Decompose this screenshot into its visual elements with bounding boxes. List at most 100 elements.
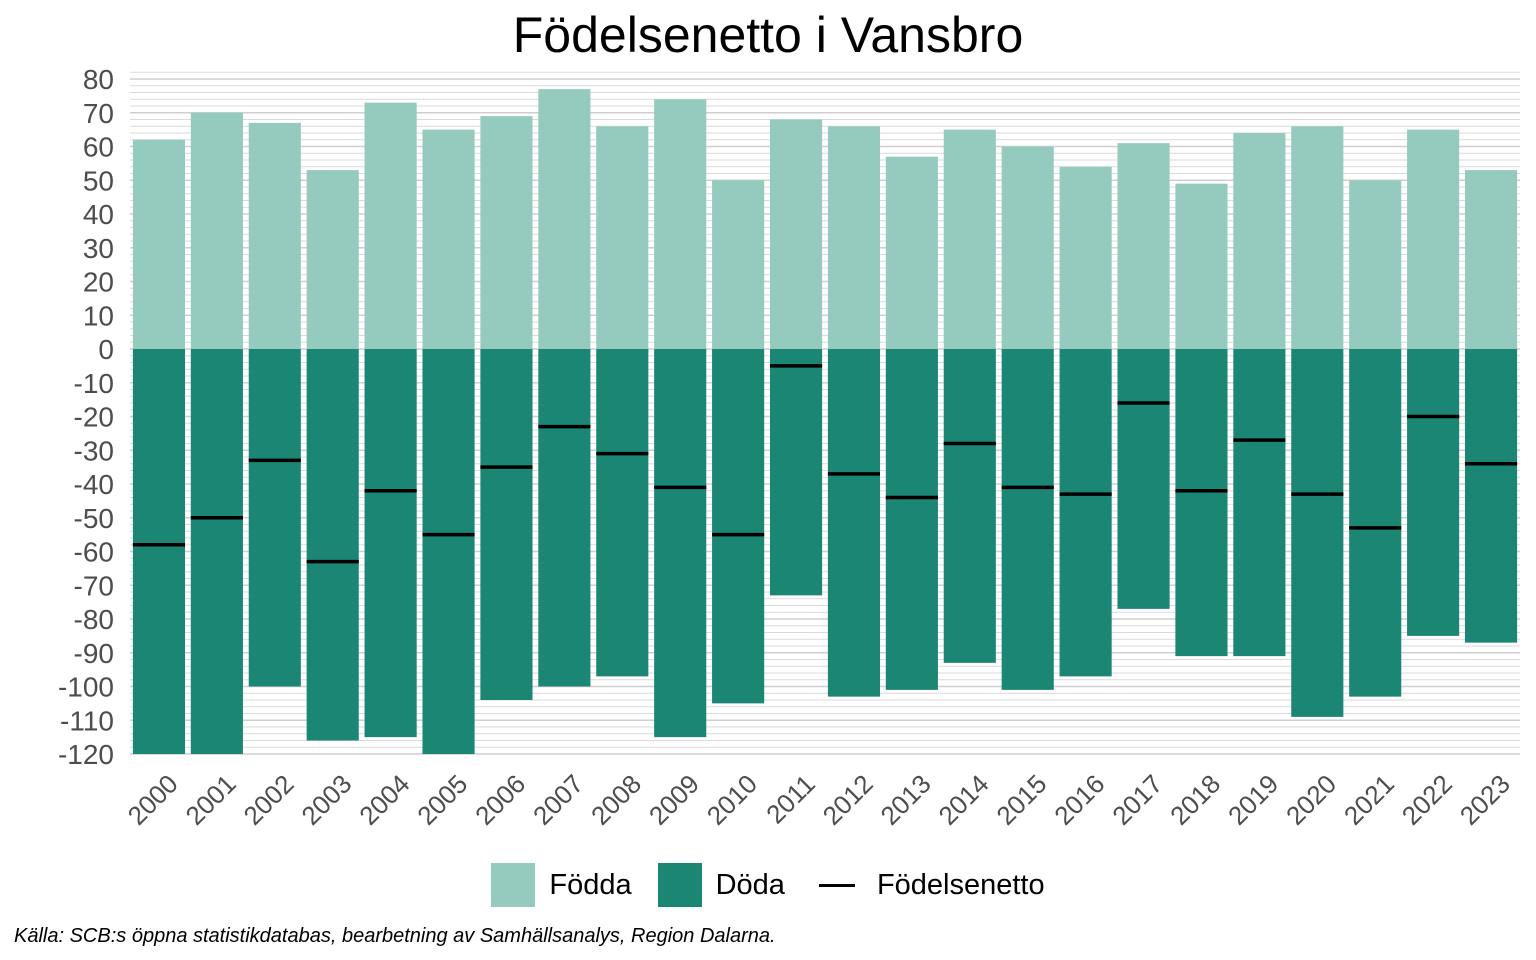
bar-doda [364,349,417,738]
y-tick-label: -60 [74,537,114,568]
x-tick-label: 2013 [875,769,937,831]
legend-label-fodelsenetto: Födelsenetto [876,868,1045,901]
x-tick-label: 2007 [527,769,589,831]
x-tick-label: 2004 [353,769,415,831]
y-tick-label: -10 [74,368,114,399]
bar-doda [827,349,881,697]
x-tick-label: 2001 [180,769,242,831]
legend-swatch-fodda [491,863,536,907]
x-tick-label: 2002 [237,769,299,831]
bar-fodda [364,102,417,349]
bar-doda [712,349,765,704]
bar-fodda [712,180,765,349]
source-caption: Källa: SCB:s öppna statistikdatabas, bea… [14,925,776,947]
bar-doda [596,349,649,677]
bar-doda [1464,349,1518,643]
bar-doda [943,349,996,663]
y-tick-label: 30 [83,233,114,264]
bar-fodda [654,99,707,349]
bar-doda [654,349,707,738]
x-tick-label: 2009 [643,769,705,831]
x-tick-label: 2018 [1164,769,1226,831]
x-tick-label: 2022 [1396,769,1458,831]
bar-doda [306,349,359,741]
y-tick-label: 60 [83,132,114,163]
bar-fodda [1001,146,1054,349]
bar-fodda [1349,180,1402,349]
bar-doda [538,349,591,687]
y-tick-label: -120 [58,739,114,770]
bar-fodda [422,129,475,349]
bar-doda [1117,349,1170,609]
legend-swatch-doda [657,863,702,907]
bar-fodda [827,126,881,349]
bar-fodda [596,126,649,349]
bar-fodda [1175,183,1228,349]
bar-fodda [885,156,938,349]
y-tick-label: 50 [83,165,114,196]
legend: Födda Döda Födelsenetto [0,862,1536,908]
legend-label-doda: Döda [715,868,785,901]
x-tick-label: 2023 [1454,769,1516,831]
bar-doda [1291,349,1344,717]
bar-fodda [306,170,359,349]
y-tick-label: 40 [83,199,114,230]
bar-fodda [1407,129,1460,349]
bar-fodda [1233,133,1286,349]
bar-doda [1407,349,1460,636]
legend-item-doda: Döda [657,863,785,907]
x-tick-label: 2014 [932,769,994,831]
bar-fodda [190,112,243,349]
bar-doda [132,349,186,754]
bar-fodda [248,122,301,349]
x-tick-label: 2016 [1048,769,1110,831]
bar-doda [1175,349,1228,657]
y-tick-label: -40 [74,469,114,500]
bar-fodda [1464,170,1518,349]
bar-fodda [1117,143,1170,349]
y-tick-label: -20 [74,402,114,433]
x-tick-label: 2019 [1222,769,1284,831]
bar-doda [885,349,938,690]
legend-label-fodda: Födda [549,868,632,901]
bar-doda [480,349,533,700]
bar-doda [1233,349,1286,657]
y-tick-label: 10 [83,300,114,331]
x-tick-label: 2021 [1338,769,1400,831]
chart-title: Födelsenetto i Vansbro [512,7,1024,63]
x-tick-label: 2012 [817,769,879,831]
bar-doda [1001,349,1054,690]
x-tick-label: 2008 [585,769,647,831]
y-tick-label: 0 [98,334,114,365]
y-tick-label: 80 [83,64,114,95]
x-tick-label: 2017 [1106,769,1168,831]
bar-fodda [132,139,186,349]
bar-fodda [1059,166,1112,349]
x-tick-label: 2005 [411,769,473,831]
x-tick-label: 2010 [701,769,763,831]
legend-swatch-fodelsenetto [818,883,855,887]
y-tick-label: -100 [58,672,114,703]
chart-plot: 80706050403020100-10-20-30-40-50-60-70-8… [58,64,1520,831]
legend-item-fodelsenetto: Födelsenetto [811,869,1045,902]
bar-fodda [943,129,996,349]
bar-doda [1349,349,1402,697]
y-tick-label: 20 [83,267,114,298]
bar-doda [248,349,301,687]
y-tick-label: -90 [74,638,114,669]
bar-fodda [769,119,823,349]
y-tick-label: -30 [74,435,114,466]
bar-doda [422,349,475,754]
x-tick-label: 2011 [760,769,821,830]
bar-fodda [480,116,533,349]
x-tick-label: 2015 [990,769,1052,831]
x-tick-label: 2020 [1280,769,1342,831]
y-tick-label: -110 [60,705,114,736]
bar-doda [769,349,823,596]
legend-item-fodda: Födda [491,863,632,907]
y-tick-label: -50 [74,503,114,534]
bar-doda [190,349,243,754]
y-tick-label: -70 [74,570,114,601]
y-tick-label: -80 [74,604,114,635]
bar-fodda [1291,126,1344,349]
